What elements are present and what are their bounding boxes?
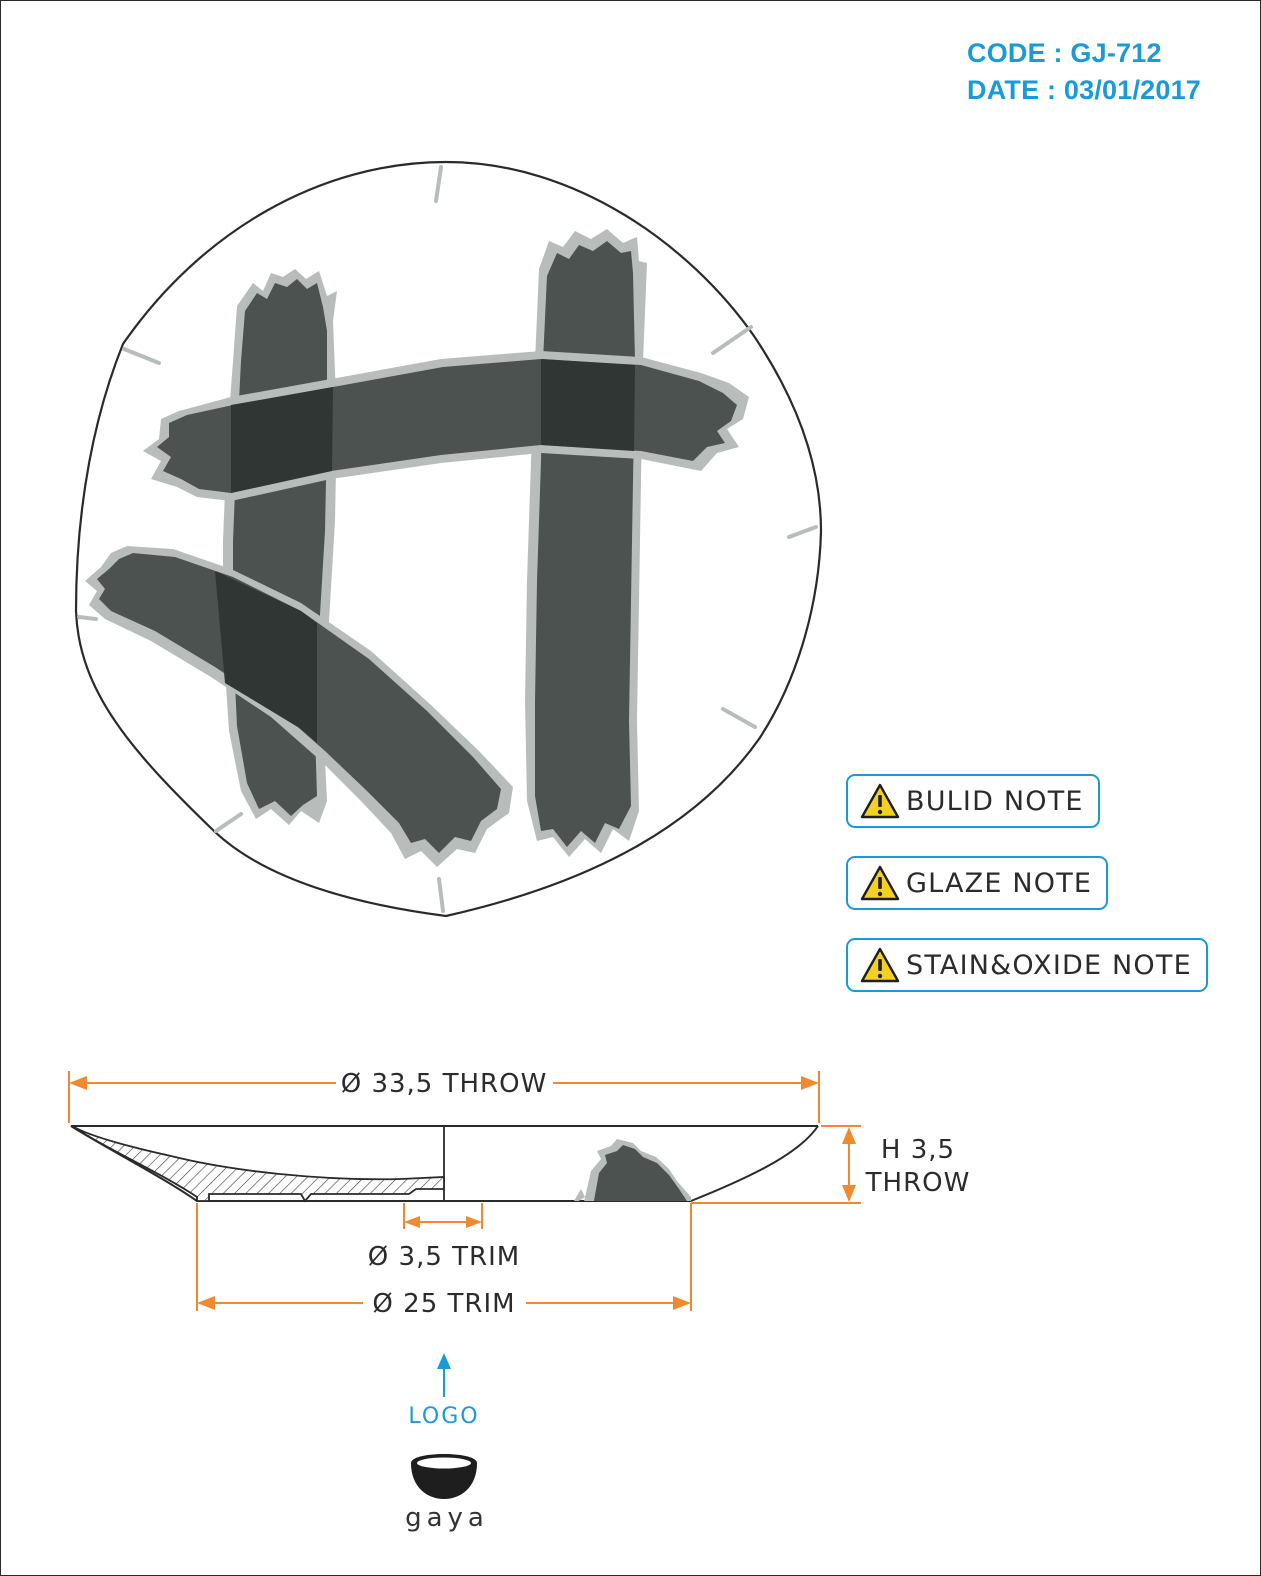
logo-label: LOGO bbox=[408, 1404, 479, 1429]
warning-icon bbox=[860, 865, 900, 901]
plate-top-view bbox=[74, 160, 823, 918]
glaze-note-button[interactable]: GLAZE NOTE bbox=[846, 856, 1109, 910]
dimension-lines bbox=[68, 1071, 861, 1311]
plate-side-section bbox=[70, 1125, 819, 1203]
warning-icon bbox=[860, 783, 900, 819]
height-label-line2: THROW bbox=[865, 1168, 971, 1198]
throw-diameter-label: Ø 33,5 THROW bbox=[341, 1069, 548, 1099]
base-trim-label: Ø 25 TRIM bbox=[372, 1289, 515, 1319]
arrow-up-icon bbox=[437, 1353, 451, 1397]
brush-stroke-right-vertical bbox=[525, 229, 647, 857]
logo-marker: LOGO bbox=[408, 1353, 479, 1429]
stain-oxide-note-label: STAIN&OXIDE NOTE bbox=[906, 949, 1192, 981]
side-brush-mark bbox=[571, 1139, 691, 1201]
bowl-logo-icon bbox=[411, 1454, 477, 1499]
stain-oxide-note-button[interactable]: STAIN&OXIDE NOTE bbox=[846, 938, 1208, 992]
warning-icon bbox=[860, 947, 900, 983]
product-code: CODE : GJ-712 bbox=[967, 38, 1162, 68]
build-note-button[interactable]: BULID NOTE bbox=[846, 774, 1100, 828]
rim-ticks bbox=[77, 165, 818, 913]
brand-logo: gaya bbox=[405, 1454, 489, 1533]
spec-header: CODE : GJ-712 DATE : 03/01/2017 bbox=[967, 35, 1201, 109]
glaze-note-label: GLAZE NOTE bbox=[906, 867, 1093, 899]
spec-date: DATE : 03/01/2017 bbox=[967, 75, 1202, 105]
section-hatch bbox=[70, 1125, 445, 1203]
foot-trim-label: Ø 3,5 TRIM bbox=[368, 1242, 520, 1272]
build-note-label: BULID NOTE bbox=[906, 785, 1084, 817]
brand-name: gaya bbox=[405, 1503, 489, 1533]
height-label-line1: H 3,5 bbox=[881, 1135, 955, 1165]
brush-stroke-pattern bbox=[85, 229, 749, 867]
brush-overlaps bbox=[215, 359, 635, 743]
